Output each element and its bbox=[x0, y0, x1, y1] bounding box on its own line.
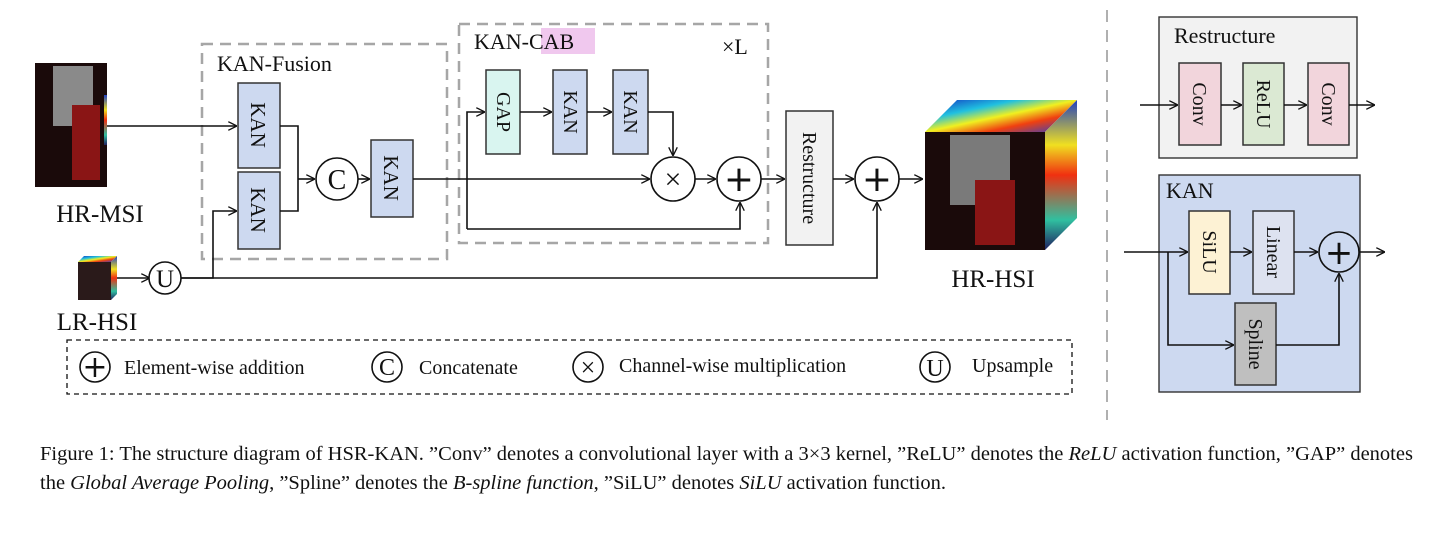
kan-fusion-group bbox=[200, 42, 449, 261]
cab-kan-1-label: KAN bbox=[559, 90, 581, 133]
relu-label: ReLU bbox=[1252, 80, 1274, 129]
legend-item-upsample: U Upsample bbox=[919, 351, 1053, 383]
lr-hsi-label: LR-HSI bbox=[57, 309, 138, 336]
svg-text:+: + bbox=[82, 350, 107, 385]
conv-1-label: Conv bbox=[1188, 82, 1210, 125]
figure-caption: Figure 1: The structure diagram of HSR-K… bbox=[40, 443, 1413, 494]
cab-add-symbol: + bbox=[724, 159, 754, 200]
kan-cab-title: KAN-CAB bbox=[474, 29, 574, 54]
kan-add-symbol: + bbox=[1325, 233, 1354, 273]
svg-text:Concatenate: Concatenate bbox=[419, 357, 518, 379]
fusion-kan-2-label: KAN bbox=[246, 187, 270, 233]
linear-label: Linear bbox=[1262, 226, 1284, 279]
kan-cab-group bbox=[457, 22, 770, 245]
hr-hsi-label: HR-HSI bbox=[951, 266, 1034, 293]
concat-symbol: C bbox=[328, 165, 347, 196]
conv-2-label: Conv bbox=[1317, 82, 1339, 125]
svg-text:C: C bbox=[379, 355, 395, 381]
svg-text:×: × bbox=[581, 353, 596, 382]
fusion-kan-1-label: KAN bbox=[246, 102, 270, 148]
multiply-symbol: × bbox=[665, 163, 682, 196]
fusion-kan-3-label: KAN bbox=[379, 155, 403, 201]
hr-msi-image bbox=[35, 63, 107, 187]
kan-panel-title: KAN bbox=[1166, 178, 1214, 203]
cab-highlight bbox=[541, 28, 595, 54]
fusion-kan-2 bbox=[237, 171, 281, 250]
legend-item-multiplication: × Channel-wise multiplication bbox=[572, 351, 846, 383]
legend-item-concatenate: C Concatenate bbox=[371, 351, 518, 383]
fusion-kan-3 bbox=[370, 139, 414, 218]
final-add-symbol: + bbox=[862, 159, 892, 200]
spline-label: Spline bbox=[1244, 318, 1266, 369]
upsample-symbol: U bbox=[156, 266, 174, 293]
restructure-label: Restructure bbox=[798, 132, 820, 224]
conv-block-1 bbox=[1178, 62, 1222, 146]
fusion-kan-1 bbox=[237, 82, 281, 169]
relu-block bbox=[1242, 62, 1285, 146]
restructure-panel-title: Restructure bbox=[1174, 23, 1275, 48]
repeat-label: ×L bbox=[722, 34, 748, 59]
silu-label: SiLU bbox=[1198, 230, 1220, 274]
lr-hsi-image bbox=[78, 256, 117, 300]
svg-text:Channel-wise multiplication: Channel-wise multiplication bbox=[619, 355, 846, 377]
svg-text:U: U bbox=[926, 356, 943, 382]
cab-kan-2-label: KAN bbox=[619, 90, 641, 133]
restructure-block bbox=[785, 110, 834, 246]
hr-hsi-image bbox=[925, 100, 1077, 250]
svg-text:Element-wise addition: Element-wise addition bbox=[124, 357, 305, 379]
conv-block-2 bbox=[1307, 62, 1350, 146]
cab-kan-2 bbox=[612, 69, 649, 155]
kan-fusion-title: KAN-Fusion bbox=[217, 51, 332, 76]
gap-block bbox=[485, 69, 521, 155]
legend bbox=[66, 339, 1073, 395]
svg-text:Upsample: Upsample bbox=[972, 355, 1053, 377]
legend-item-addition: + Element-wise addition bbox=[79, 350, 305, 385]
hr-msi-label: HR-MSI bbox=[56, 201, 144, 228]
cab-kan-1 bbox=[552, 69, 588, 155]
spline-block bbox=[1234, 302, 1277, 386]
gap-label: GAP bbox=[492, 92, 514, 132]
